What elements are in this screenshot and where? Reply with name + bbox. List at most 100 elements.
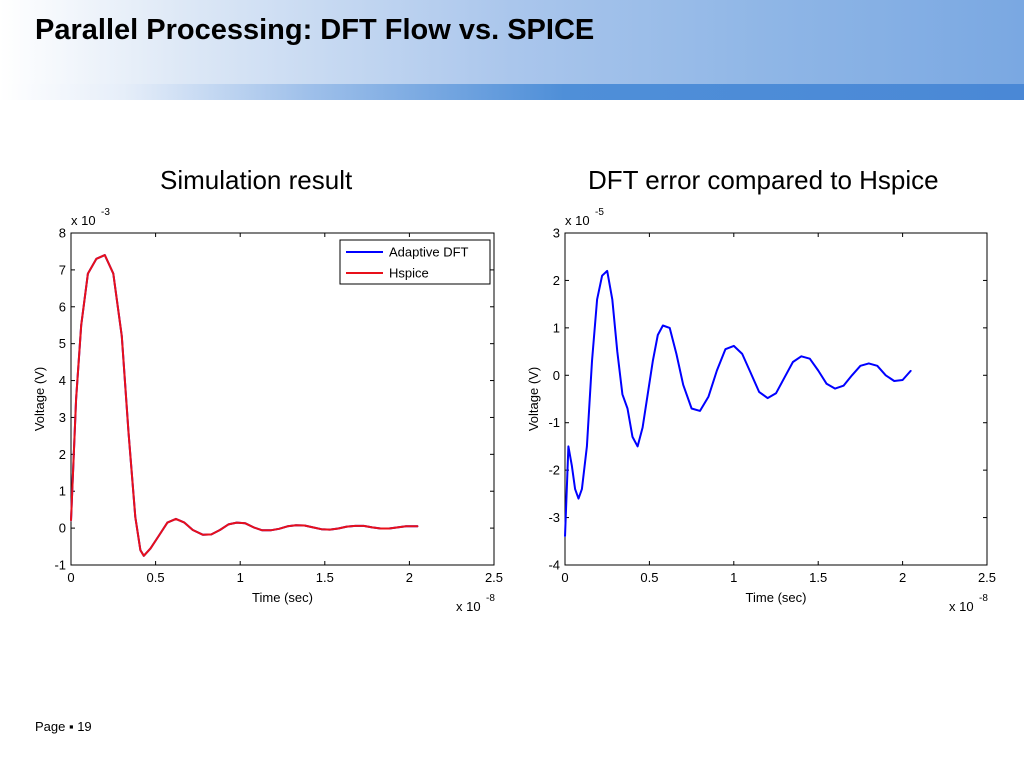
right-data-point-error: [817, 369, 819, 372]
page-title: Parallel Processing: DFT Flow vs. SPICE: [35, 14, 595, 46]
left-data-point-hspice: [87, 272, 89, 275]
left-data-point-hspice: [295, 524, 297, 526]
left-data-point-hspice: [303, 524, 306, 527]
left-x-tick-label: 0: [67, 570, 74, 585]
right-data-point-error: [783, 377, 786, 379]
left-data-point-hspice: [127, 431, 130, 433]
right-data-point-error: [707, 396, 710, 398]
right-data-point-error: [626, 407, 629, 410]
left-data-point-hspice: [413, 525, 416, 527]
right-y-tick-label: -2: [548, 463, 560, 478]
left-x-tick-label: 2.5: [485, 570, 503, 585]
right-data-point-error: [601, 275, 603, 277]
right-data-point-error: [675, 353, 678, 355]
right-data-point-error: [834, 387, 836, 390]
left-x-tick-label: 1.5: [316, 570, 334, 585]
left-data-point-hspice: [166, 521, 169, 524]
left-data-point-hspice: [139, 549, 141, 551]
left-y-tick-label: 2: [59, 447, 66, 462]
right-data-point-error: [851, 374, 853, 376]
right-data-point-error: [586, 445, 588, 448]
left-data-point-hspice: [112, 272, 114, 275]
page-footer: Page ▪ 19: [35, 719, 92, 734]
right-y-multiplier: x 10: [565, 213, 590, 228]
left-data-point-hspice: [134, 516, 136, 518]
left-data-point-hspice: [158, 534, 160, 537]
left-data-point-hspice: [236, 521, 238, 524]
right-data-point-error: [885, 374, 887, 376]
left-y-axis-label: Voltage (V): [32, 367, 47, 431]
right-y-exponent: -5: [595, 207, 604, 218]
right-x-tick-label: 2.5: [978, 570, 996, 585]
right-data-point-error: [571, 464, 573, 466]
left-data-point-hspice: [104, 254, 106, 256]
right-x-tick-label: 1: [730, 570, 737, 585]
right-data-point-error: [564, 535, 566, 538]
left-data-point-hspice: [261, 529, 263, 531]
left-x-multiplier: x 10: [456, 599, 481, 614]
left-data-point-hspice: [202, 534, 204, 536]
left-y-tick-label: 0: [59, 521, 66, 536]
right-data-point-error: [876, 365, 878, 367]
right-data-point-error: [647, 393, 649, 395]
left-data-point-hspice: [278, 528, 280, 530]
left-data-point-hspice: [371, 526, 373, 528]
right-data-point-error: [741, 353, 743, 355]
left-data-point-hspice: [337, 527, 339, 530]
right-x-axis-label: Time (sec): [746, 590, 807, 605]
left-data-point-hspice: [396, 526, 399, 528]
right-data-point-error: [616, 350, 618, 353]
left-x-tick-label: 2: [406, 570, 413, 585]
right-y-axis-label: Voltage (V): [526, 367, 541, 431]
right-x-multiplier: x 10: [949, 599, 974, 614]
right-plot-frame: [564, 232, 988, 566]
left-data-point-hspice: [270, 529, 272, 531]
header-accent-band: [0, 84, 1024, 100]
left-data-point-hspice: [346, 526, 348, 528]
left-x-tick-label: 1: [237, 570, 244, 585]
right-y-tick-label: -4: [548, 558, 560, 573]
left-data-point-hspice: [380, 527, 382, 530]
right-data-point-error: [621, 393, 623, 395]
right-y-tick-label: -1: [548, 415, 560, 430]
right-data-point-error: [577, 498, 580, 500]
left-data-point-hspice: [70, 520, 72, 522]
left-y-tick-label: 8: [59, 226, 66, 241]
right-y-tick-label: 0: [553, 368, 560, 383]
left-data-point-hspice: [253, 526, 255, 528]
left-y-tick-label: -1: [54, 558, 66, 573]
right-data-point-error: [775, 392, 777, 394]
left-y-tick-label: 4: [59, 373, 66, 388]
left-y-exponent: -3: [101, 207, 110, 218]
left-data-point-hspice: [405, 525, 407, 527]
left-data-point-hspice: [210, 533, 213, 535]
right-data-point-error: [662, 324, 664, 327]
right-data-point-error: [591, 360, 593, 362]
right-data-point-error: [657, 334, 659, 336]
left-data-point-hspice: [219, 529, 221, 531]
right-data-point-error: [859, 365, 862, 367]
left-data-point-hspice: [175, 518, 177, 520]
right-x-tick-label: 0.5: [640, 570, 658, 585]
right-data-point-error: [699, 410, 701, 412]
right-data-point-error: [902, 379, 904, 381]
left-data-point-hspice: [363, 525, 365, 527]
left-data-point-hspice: [320, 528, 323, 530]
left-data-point-hspice: [183, 521, 185, 524]
right-data-point-error: [642, 426, 644, 429]
right-data-point-error: [792, 361, 794, 363]
right-y-tick-label: 2: [553, 273, 560, 288]
left-data-point-hspice: [75, 398, 77, 400]
left-y-tick-label: 3: [59, 410, 66, 425]
legend-label-adaptive-dft: Adaptive DFT: [389, 245, 469, 260]
left-data-point-hspice: [95, 258, 97, 260]
right-data-point-error: [809, 358, 811, 360]
left-x-axis-label: Time (sec): [252, 590, 313, 605]
left-data-point-hspice: [143, 555, 145, 557]
right-data-point-error: [669, 327, 671, 329]
right-data-point-error: [682, 384, 684, 386]
right-x-exponent: -8: [979, 593, 988, 604]
right-x-tick-label: 1.5: [809, 570, 827, 585]
left-y-tick-label: 6: [59, 299, 66, 314]
